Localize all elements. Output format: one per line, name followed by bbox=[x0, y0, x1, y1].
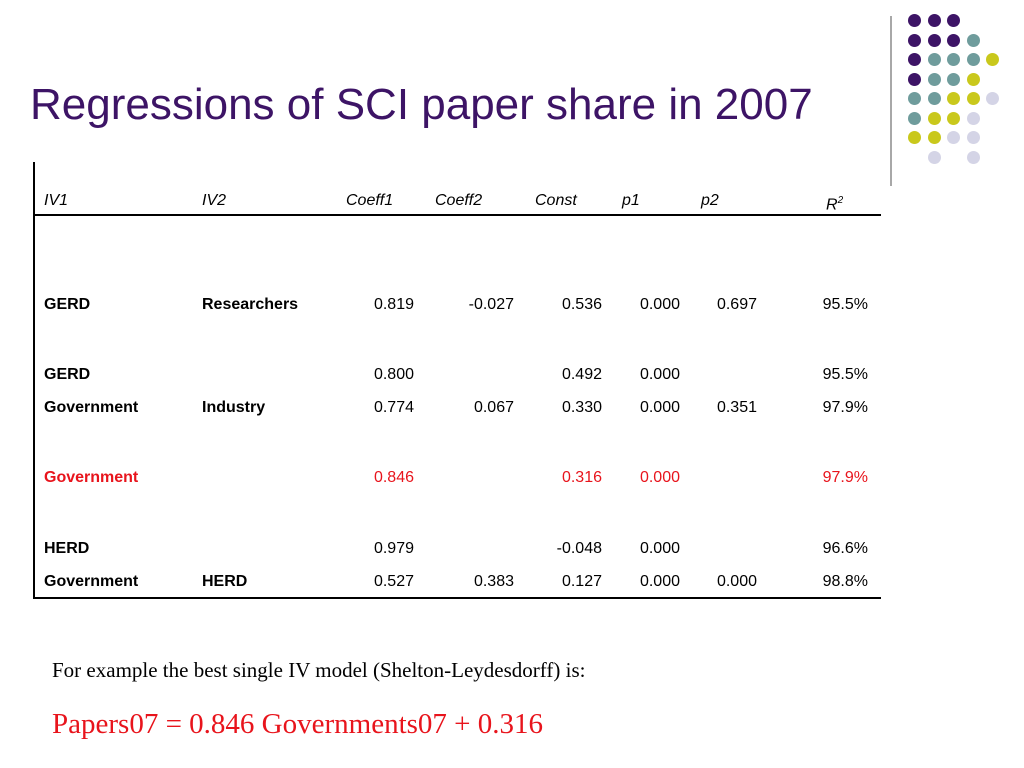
table-cell-iv1: GERD bbox=[44, 366, 91, 383]
table-cell-coeff1: 0.846 bbox=[373, 469, 414, 486]
decorative-dot bbox=[947, 72, 960, 86]
slide-title: Regressions of SCI paper share in 2007 bbox=[30, 80, 813, 129]
table-cell-const: 0.127 bbox=[561, 573, 602, 590]
header-r2-label: R bbox=[826, 196, 838, 214]
table-cell-r2: 97.9% bbox=[822, 399, 868, 416]
decorative-dot bbox=[966, 111, 980, 125]
decorative-dot bbox=[947, 14, 960, 27]
decorative-dot bbox=[966, 33, 980, 47]
decorative-dot bbox=[986, 53, 999, 66]
decorative-dot bbox=[966, 72, 980, 86]
decorative-dot bbox=[927, 92, 941, 105]
table-cell-r2: 98.8% bbox=[822, 573, 868, 590]
table-cell-coeff1: 0.774 bbox=[373, 399, 414, 416]
decorative-dot bbox=[947, 53, 960, 66]
header-coeff1: Coeff1 bbox=[346, 192, 394, 209]
table-cell-r2: 95.5% bbox=[822, 296, 868, 313]
table-cell-p1: 0.000 bbox=[639, 399, 680, 416]
decorative-dot bbox=[908, 92, 921, 105]
decorative-dot bbox=[927, 53, 941, 66]
table-cell-p1: 0.000 bbox=[639, 469, 680, 486]
decorative-dot bbox=[947, 92, 960, 105]
decorative-dot bbox=[908, 72, 921, 86]
table-cell-coeff2: 0.067 bbox=[473, 399, 514, 416]
header-p2: p2 bbox=[701, 192, 719, 209]
decorative-dot bbox=[908, 131, 921, 144]
decorative-dot bbox=[947, 33, 960, 47]
decorative-dot bbox=[966, 131, 980, 144]
decorative-dot bbox=[927, 14, 941, 27]
decorative-dot bbox=[927, 111, 941, 125]
divider-line bbox=[890, 16, 892, 186]
decorative-dot bbox=[908, 14, 921, 27]
table-cell-p1: 0.000 bbox=[639, 296, 680, 313]
header-p1: p1 bbox=[622, 192, 640, 209]
table-cell-iv1: Government bbox=[44, 573, 139, 590]
table-cell-const: 0.536 bbox=[561, 296, 602, 313]
table-cell-p2: 0.000 bbox=[716, 573, 757, 590]
decorative-dot bbox=[927, 72, 941, 86]
table-cell-iv2: Industry bbox=[202, 399, 266, 416]
table-cell-const: 0.330 bbox=[561, 399, 602, 416]
table-cell-coeff1: 0.800 bbox=[373, 366, 414, 383]
header-r2: R2 bbox=[826, 191, 843, 215]
decorative-dot bbox=[947, 131, 960, 144]
table-cell-coeff1: 0.527 bbox=[373, 573, 414, 590]
decorative-dot bbox=[966, 92, 980, 105]
decorative-dot bbox=[908, 53, 921, 66]
header-iv1: IV1 bbox=[44, 192, 69, 209]
decorative-dot bbox=[947, 111, 960, 125]
table-cell-iv2: Researchers bbox=[202, 296, 299, 313]
decorative-dot bbox=[927, 33, 941, 47]
best-model-formula: Papers07 = 0.846 Governments07 + 0.316 bbox=[52, 708, 544, 740]
header-iv2: IV2 bbox=[202, 192, 227, 209]
table-cell-const: -0.048 bbox=[556, 540, 602, 557]
decorative-dot bbox=[927, 150, 941, 164]
decorative-dot bbox=[986, 92, 999, 105]
table-cell-iv1: Government bbox=[44, 469, 139, 486]
table-cell-p2: 0.697 bbox=[716, 296, 757, 313]
header-coeff2: Coeff2 bbox=[435, 192, 483, 209]
example-note: For example the best single IV model (Sh… bbox=[52, 658, 586, 682]
decorative-dot bbox=[908, 33, 921, 47]
table-cell-p1: 0.000 bbox=[639, 366, 680, 383]
table-cell-coeff2: 0.383 bbox=[473, 573, 514, 590]
table-cell-r2: 97.9% bbox=[822, 469, 868, 486]
table-cell-p1: 0.000 bbox=[639, 573, 680, 590]
table-header-rule bbox=[33, 214, 881, 216]
table-cell-iv1: GERD bbox=[44, 296, 91, 313]
table-cell-r2: 96.6% bbox=[822, 540, 868, 557]
table-cell-p1: 0.000 bbox=[639, 540, 680, 557]
decorative-dot bbox=[966, 150, 980, 164]
table-cell-iv2: HERD bbox=[202, 573, 248, 590]
table-cell-coeff2: -0.027 bbox=[468, 296, 514, 313]
table-cell-coeff1: 0.979 bbox=[373, 540, 414, 557]
header-r2-superscript: 2 bbox=[837, 195, 844, 206]
table-cell-p2: 0.351 bbox=[716, 399, 757, 416]
decorative-dot bbox=[908, 111, 921, 125]
header-const: Const bbox=[535, 192, 577, 209]
decorative-dot bbox=[966, 53, 980, 66]
table-cell-coeff1: 0.819 bbox=[373, 296, 414, 313]
decorative-dot-grid bbox=[908, 14, 1018, 164]
table-cell-r2: 95.5% bbox=[822, 366, 868, 383]
table-cell-const: 0.492 bbox=[561, 366, 602, 383]
table-cell-iv1: HERD bbox=[44, 540, 90, 557]
table-cell-iv1: Government bbox=[44, 399, 139, 416]
decorative-dot bbox=[927, 131, 941, 144]
regression-table bbox=[33, 162, 881, 599]
table-cell-const: 0.316 bbox=[561, 469, 602, 486]
